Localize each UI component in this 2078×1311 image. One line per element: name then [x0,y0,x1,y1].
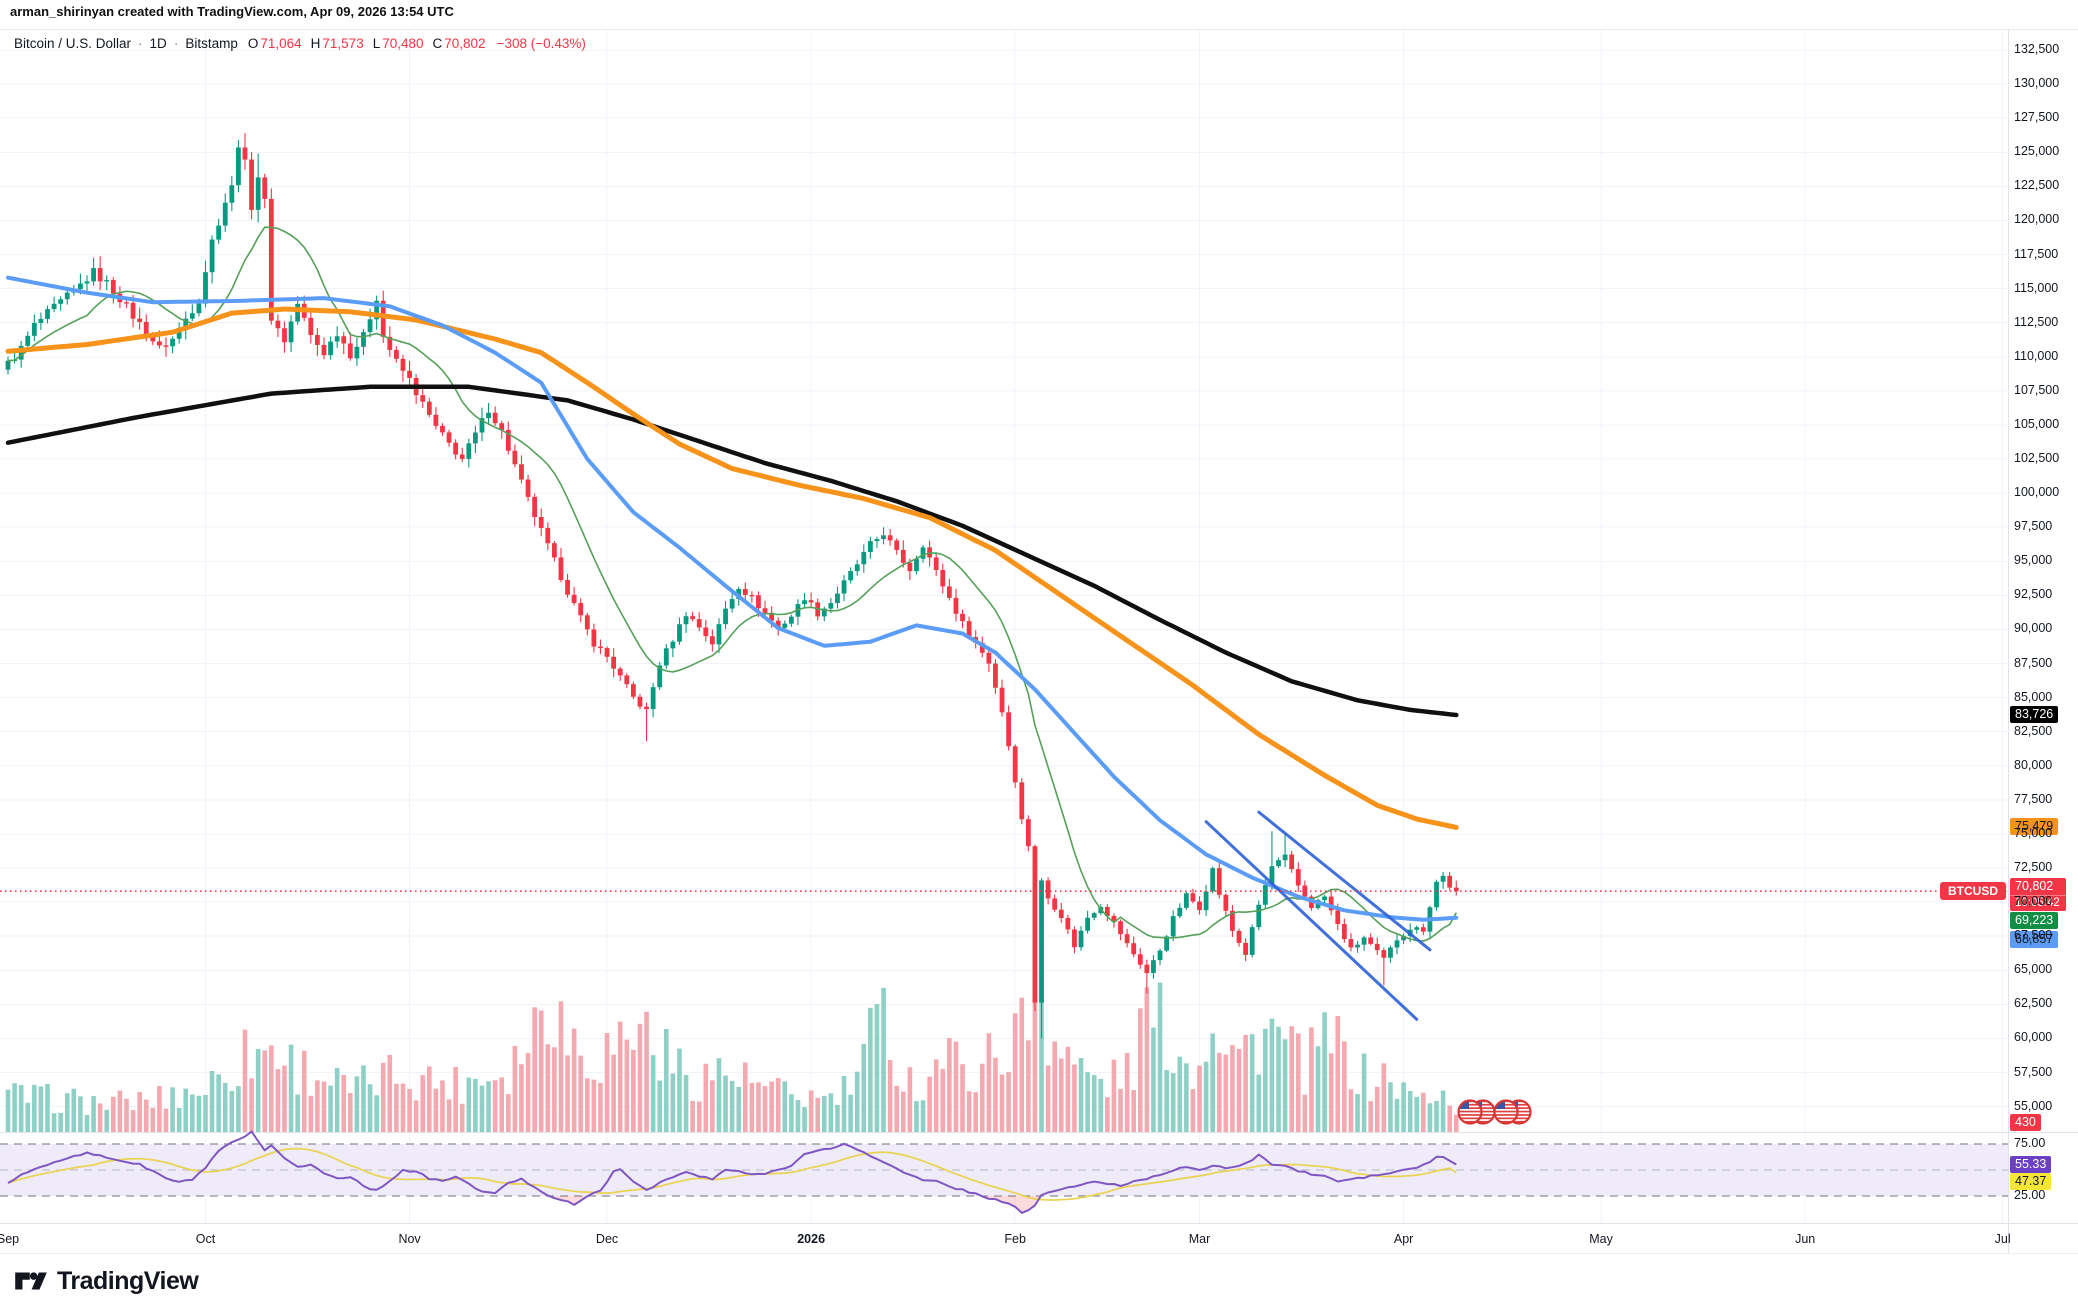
exchange-label[interactable]: Bitstamp [185,36,238,51]
price-tick-label: 67,500 [2014,928,2053,943]
low-value: 70,480 [382,36,424,51]
price-tick-label: 102,500 [2014,451,2060,466]
symbol-title[interactable]: Bitcoin / U.S. Dollar [14,36,132,51]
price-tick-label: 62,500 [2014,996,2053,1011]
tradingview-logo-text: TradingView [57,1266,199,1295]
legend-separator: · [138,36,143,51]
change-value: −308 (−0.43%) [496,36,586,51]
close-value: 70,802 [444,36,486,51]
rsi-tick-lower: 25.00 [2014,1188,2046,1202]
price-badge-orange-ma: 75,479 [2010,818,2059,836]
price-badge-blue-ma: 68,857 [2010,931,2059,949]
open-label: O [247,36,259,51]
pane-separators [0,29,2078,1254]
price-tick-label: 120,000 [2014,212,2060,227]
time-tick-oct: Oct [195,1232,216,1246]
high-value: 71,573 [322,36,364,51]
time-tick-nov: Nov [398,1232,421,1246]
time-tick-sep: Sep [0,1232,20,1246]
time-tick-2026: 2026 [797,1232,826,1246]
attribution-text: arman_shirinyan created with TradingView… [10,4,454,19]
price-tick-label: 72,500 [2014,860,2053,875]
bar-countdown: 10:05:42 [2010,895,2066,911]
price-tick-label: 70,000 [2014,894,2053,909]
price-tick-label: 100,000 [2014,485,2060,500]
low-label: L [372,36,381,51]
time-tick-dec: Dec [595,1232,619,1246]
price-tick-label: 110,000 [2014,348,2059,363]
time-tick-feb: Feb [1004,1232,1026,1246]
grid-lines [0,30,2008,1223]
price-tick-label: 87,500 [2014,655,2053,670]
chart-legend: Bitcoin / U.S. Dollar · 1D · Bitstamp O … [14,36,586,51]
price-tick-label: 57,500 [2014,1064,2053,1079]
price-tick-label: 125,000 [2014,144,2060,159]
price-tick-label: 77,500 [2014,791,2053,806]
rsi-value-badge: 55.33 [2010,1156,2052,1174]
rsi-line[interactable] [7,1130,1457,1214]
high-label: H [310,36,321,51]
price-scale[interactable]: 132,500 130,000 127,500 125,000 122,500 120,0… [2008,30,2078,1253]
ma-orange-line[interactable] [5,306,1459,830]
price-tick-label: 117,500 [2014,246,2059,261]
volume-value-badge: 430 [2010,1114,2041,1131]
time-tick-apr: Apr [1393,1232,1414,1246]
price-tick-label: 97,500 [2014,519,2053,534]
price-tick-label: 60,000 [2014,1030,2053,1045]
time-tick-may: May [1589,1232,1613,1246]
tradingview-logo-icon [15,1272,47,1290]
price-tick-label: 82,500 [2014,723,2053,738]
ma-black-line[interactable] [5,384,1459,718]
price-tick-label: 127,500 [2014,110,2060,125]
price-badge-green-ma: 69,223 [2010,912,2059,930]
price-tick-label: 92,500 [2014,587,2053,602]
us-flag-event-icons[interactable] [1457,1099,1532,1125]
price-tick-label: 85,000 [2014,689,2053,704]
close-label: C [432,36,443,51]
current-price-value: 70,802 [2015,879,2054,894]
price-tick-label: 107,500 [2014,382,2060,397]
interval-label[interactable]: 1D [149,36,167,51]
symbol-price-tag: BTCUSD [1940,882,2006,900]
time-tick-mar: Mar [1188,1232,1211,1246]
price-badge-black-ma: 83,726 [2010,705,2059,723]
tradingview-logo[interactable]: TradingView [14,1266,199,1296]
price-tick-label: 80,000 [2014,757,2053,772]
trendline-upper[interactable] [1257,810,1432,952]
price-tick-label: 55,000 [2014,1098,2053,1113]
price-tick-label: 112,500 [2014,314,2059,329]
price-tick-label: 122,500 [2014,178,2060,193]
price-tick-label: 95,000 [2014,553,2053,568]
price-tick-label: 132,500 [2014,42,2060,56]
rsi-ma-line[interactable] [7,1147,1457,1201]
current-price-badge: 70,802 10:05:42 [2010,878,2066,912]
ma-green-line[interactable] [7,226,1457,942]
price-tick-label: 105,000 [2014,416,2060,431]
volume-bars [5,982,1459,1132]
candlesticks [5,133,1459,1039]
price-tick-label: 115,000 [2014,280,2059,295]
rsi-ma-value-badge: 47.37 [2010,1173,2052,1191]
price-tick-label: 130,000 [2014,76,2060,91]
time-tick-jul: Jul [1994,1232,2011,1246]
open-value: 71,064 [260,36,302,51]
rsi-oversold-fill [548,1196,1041,1213]
legend-separator: · [173,36,179,51]
rsi-band [0,1143,2008,1197]
price-tick-label: 65,000 [2014,962,2053,977]
ma-blue-line[interactable] [6,275,1459,922]
price-tick-label: 75,000 [2014,825,2053,840]
price-tick-label: 90,000 [2014,621,2053,636]
time-tick-jun: Jun [1795,1232,1816,1246]
trendline-lower[interactable] [1204,820,1419,1021]
rsi-tick-upper: 75.00 [2014,1136,2046,1150]
